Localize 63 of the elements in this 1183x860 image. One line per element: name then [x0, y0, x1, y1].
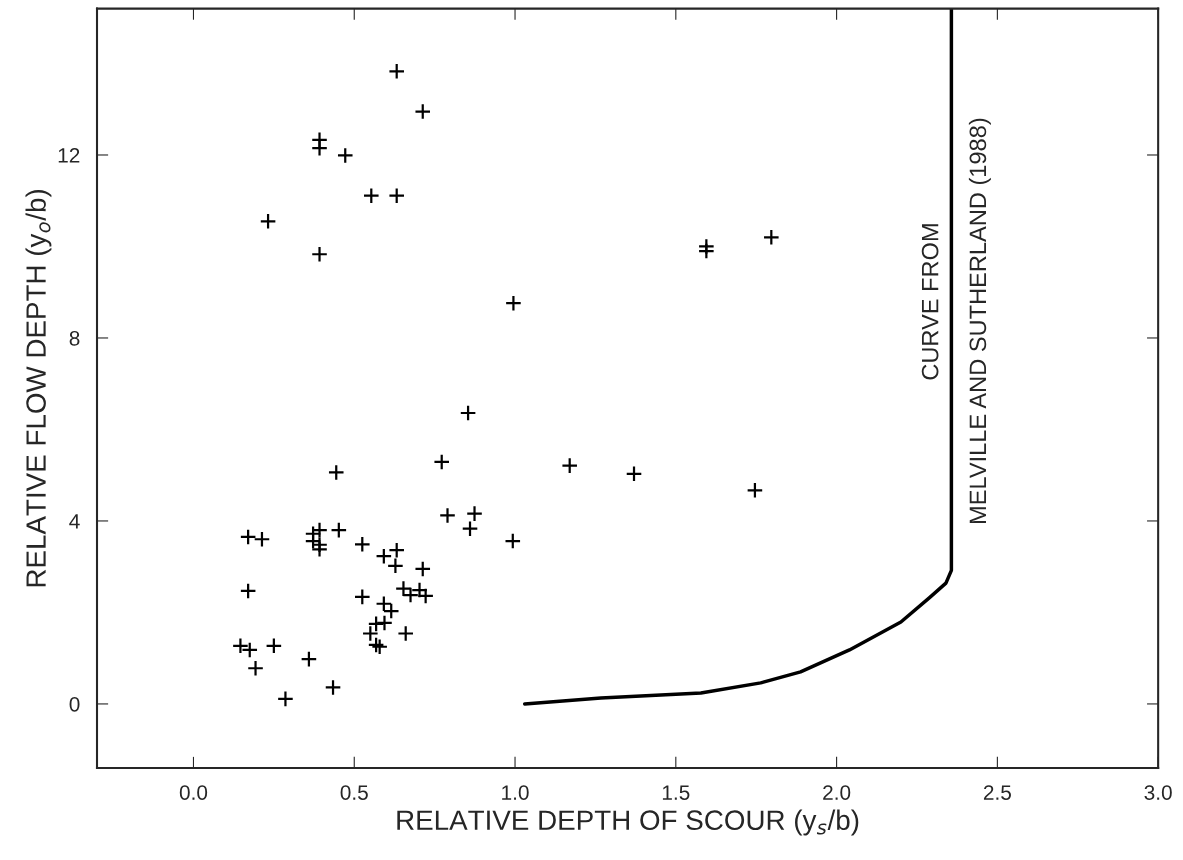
point — [247, 659, 264, 677]
point — [461, 520, 479, 538]
point — [459, 404, 477, 422]
point — [367, 636, 385, 654]
point — [253, 530, 271, 548]
point — [414, 560, 432, 578]
x-tick-label: 2.5 — [983, 785, 1011, 800]
point — [353, 588, 371, 606]
point — [561, 457, 579, 474]
point — [417, 587, 435, 605]
line-series — [522, 8, 954, 706]
point — [330, 521, 348, 539]
x-tick-label: 3.0 — [1144, 785, 1172, 800]
point — [311, 245, 328, 263]
point — [265, 637, 283, 655]
annotation: CURVE FROM — [921, 224, 939, 380]
x-tick-label: 2.0 — [823, 785, 851, 800]
x-axis-title: RELATIVE DEPTH OF SCOUR (y$_{s}$/b) — [397, 809, 859, 836]
point — [505, 294, 522, 312]
point — [466, 505, 483, 523]
point — [300, 650, 318, 668]
point — [746, 481, 764, 499]
point — [375, 547, 393, 565]
x-tick-label: 0.5 — [340, 785, 368, 800]
annotation: MELVILLE AND SUTHERLAND (1988) — [968, 118, 991, 524]
y-tick-label: 0 — [69, 696, 80, 712]
point — [387, 557, 404, 575]
point — [625, 465, 643, 483]
x-tick-label: 1.0 — [502, 785, 529, 800]
point — [382, 602, 400, 620]
y-tick-label: 8 — [69, 330, 80, 346]
y-tick-label: 12 — [58, 147, 80, 163]
point — [762, 228, 780, 246]
point — [259, 212, 277, 230]
point — [504, 532, 522, 550]
point — [241, 641, 259, 659]
point — [362, 187, 380, 205]
point — [388, 187, 406, 205]
point — [375, 595, 393, 613]
point — [239, 582, 257, 600]
point — [232, 637, 249, 655]
point — [327, 464, 345, 481]
point — [376, 614, 393, 632]
point — [336, 147, 354, 164]
point — [439, 507, 456, 524]
point — [353, 535, 371, 553]
x-tick-label: 1.5 — [662, 785, 690, 800]
point — [277, 690, 294, 708]
point — [697, 242, 715, 260]
point — [414, 103, 432, 120]
point — [239, 528, 257, 546]
point — [388, 62, 406, 80]
point — [433, 453, 451, 471]
x-tick-label: 0.0 — [179, 785, 208, 800]
point — [397, 625, 415, 642]
y-axis-title: RELATIVE FLOW DEPTH (y$_{o}$/b) — [25, 189, 52, 587]
point — [311, 540, 328, 558]
point — [388, 541, 406, 559]
point — [324, 679, 342, 696]
point — [395, 580, 412, 598]
point — [371, 638, 389, 656]
y-tick-label: 4 — [69, 514, 80, 529]
point — [311, 139, 328, 157]
